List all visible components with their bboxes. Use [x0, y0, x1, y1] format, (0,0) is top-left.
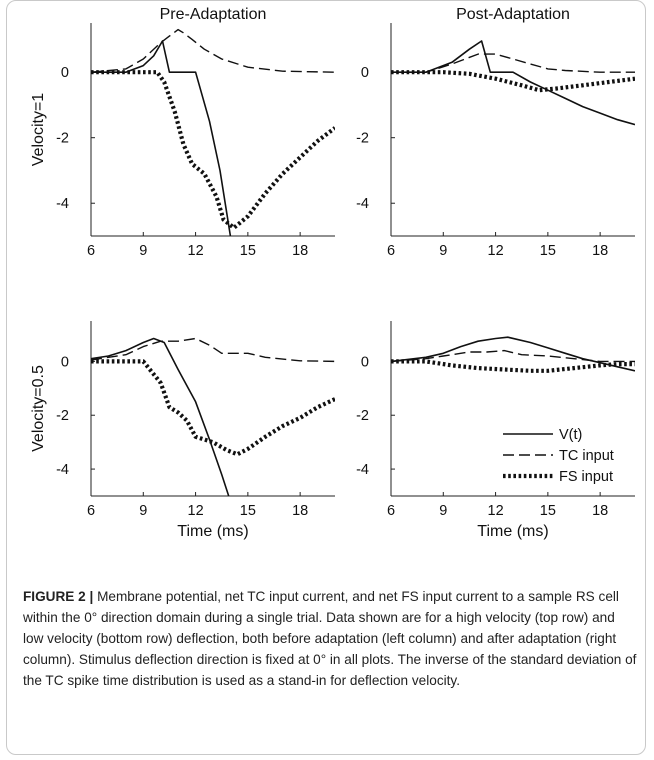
- x-tick-label: 9: [439, 503, 447, 519]
- y-tick-label: -4: [56, 196, 69, 212]
- legend-label: FS input: [559, 469, 613, 485]
- y-axis-label: Velocity=1: [30, 93, 47, 166]
- y-tick-label: -4: [56, 462, 69, 478]
- panel-3: 6 9 12 15 18 -4 -2 0 Velocity=0.5 Time (ms): [30, 321, 335, 540]
- caption-text: Membrane potential, net TC input current…: [23, 589, 637, 688]
- x-tick-label: 15: [540, 503, 556, 519]
- y-tick-label: -2: [356, 408, 369, 424]
- y-tick-label: -4: [356, 462, 369, 478]
- series-line-v-t: [391, 336, 635, 372]
- panel-title: Pre-Adaptation: [160, 6, 267, 23]
- x-axis-label: Time (ms): [477, 523, 548, 540]
- series-line-fs-input: [91, 359, 335, 457]
- x-tick-label: 6: [87, 503, 95, 519]
- x-tick-label: 9: [139, 243, 147, 259]
- panel-2: 6 9 12 15 18 -4 -2 0 Post-Adaptation: [356, 6, 635, 259]
- series-line-fs-input: [91, 70, 335, 230]
- series-line-tc-input: [91, 28, 335, 73]
- x-tick-label: 6: [87, 243, 95, 259]
- x-tick-label: 12: [188, 243, 204, 259]
- x-tick-label: 18: [292, 243, 308, 259]
- x-tick-label: 12: [188, 503, 204, 519]
- legend: V(t) TC input FS input: [503, 427, 614, 485]
- x-tick-label: 12: [488, 243, 504, 259]
- y-tick-label: -4: [356, 196, 369, 212]
- x-tick-label: 15: [540, 243, 556, 259]
- x-tick-label: 18: [292, 503, 308, 519]
- x-tick-label: 18: [592, 503, 608, 519]
- series-line-tc-input: [391, 349, 635, 363]
- series-line-v-t: [91, 337, 230, 496]
- figure-caption: FIGURE 2 | Membrane potential, net TC in…: [23, 586, 638, 691]
- panel-title: Post-Adaptation: [456, 6, 570, 23]
- y-tick-label: 0: [361, 354, 369, 370]
- series-group: [91, 28, 335, 236]
- series-line-v-t: [391, 40, 635, 126]
- x-tick-label: 15: [240, 503, 256, 519]
- y-axis-label: Velocity=0.5: [30, 365, 47, 452]
- x-tick-label: 15: [240, 243, 256, 259]
- series-line-v-t: [91, 40, 232, 236]
- y-tick-label: 0: [61, 65, 69, 81]
- y-tick-label: -2: [56, 131, 69, 147]
- legend-label: V(t): [559, 427, 582, 443]
- figure-card: 6 9 12 15 18 -4 -2 0 Pre-Adaptation Velocity=1 6 9 1…: [6, 0, 646, 755]
- series-line-tc-input: [391, 53, 635, 73]
- y-tick-label: 0: [361, 65, 369, 81]
- x-axis-label: Time (ms): [177, 523, 248, 540]
- x-tick-label: 12: [488, 503, 504, 519]
- panel-1: 6 9 12 15 18 -4 -2 0 Pre-Adaptation Velocity=1: [30, 6, 335, 259]
- x-tick-label: 18: [592, 243, 608, 259]
- y-tick-label: -2: [356, 131, 369, 147]
- y-tick-label: -2: [56, 408, 69, 424]
- series-group: [391, 40, 635, 126]
- series-group: [91, 337, 335, 496]
- series-line-fs-input: [391, 70, 635, 93]
- series-group: [391, 336, 635, 373]
- y-tick-label: 0: [61, 354, 69, 370]
- series-line-fs-input: [391, 359, 635, 373]
- panel-4: 6 9 12 15 18 -4 -2 0 Time (ms) V(t) TC input FS inp…: [356, 321, 635, 540]
- series-line-tc-input: [91, 337, 335, 363]
- x-tick-label: 6: [387, 243, 395, 259]
- legend-label: TC input: [559, 448, 614, 464]
- figure-panels: 6 9 12 15 18 -4 -2 0 Pre-Adaptation Velocity=1 6 9 1…: [30, 6, 635, 540]
- x-tick-label: 9: [439, 243, 447, 259]
- x-tick-label: 9: [139, 503, 147, 519]
- caption-label: FIGURE 2 |: [23, 589, 94, 604]
- x-tick-label: 6: [387, 503, 395, 519]
